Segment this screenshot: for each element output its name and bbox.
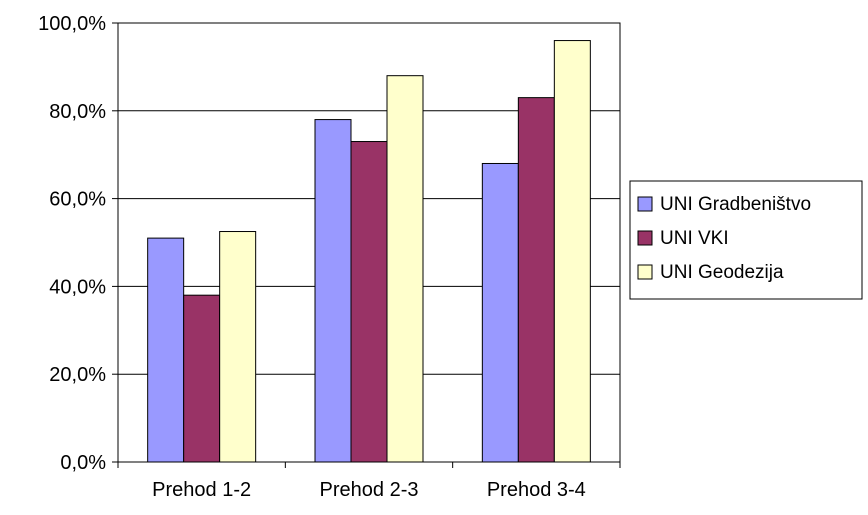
bar-gradbenistvo-3 bbox=[481, 162, 519, 463]
y-tick-label: 80,0% bbox=[49, 101, 106, 123]
bars bbox=[147, 40, 591, 463]
x-tick-label: Prehod 1-2 bbox=[152, 479, 251, 501]
bar-gradbenistvo-1 bbox=[147, 237, 185, 463]
bar-geodezija-1 bbox=[219, 231, 257, 463]
legend-swatch bbox=[637, 196, 653, 212]
bar-gradbenistvo-2 bbox=[314, 119, 352, 463]
axes: 0,0% 20,0% 40,0% 60,0% 80,0% 100,0% Prehod 1-2… bbox=[38, 13, 621, 501]
bar-geodezija-3 bbox=[553, 40, 591, 463]
y-tick-label: 0,0% bbox=[60, 452, 106, 474]
legend-box bbox=[629, 180, 863, 300]
legend-label: UNI Gradbeništvo bbox=[660, 194, 811, 215]
legend-label: UNI VKI bbox=[660, 228, 729, 249]
y-tick-label: 60,0% bbox=[49, 189, 106, 211]
y-tick-label: 20,0% bbox=[49, 364, 106, 386]
bar-vki-3 bbox=[517, 97, 555, 463]
x-tick-label: Prehod 3-4 bbox=[487, 479, 586, 501]
y-tick-label: 40,0% bbox=[49, 276, 106, 298]
bar-geodezija-2 bbox=[386, 75, 424, 463]
legend: UNI Gradbeništvo UNI VKI UNI Geodezija bbox=[629, 180, 863, 300]
x-tick-label: Prehod 2-3 bbox=[320, 479, 419, 501]
bar-vki-1 bbox=[183, 294, 221, 463]
y-tick-label: 100,0% bbox=[38, 13, 106, 35]
legend-swatch bbox=[637, 264, 653, 280]
legend-swatch bbox=[637, 230, 653, 246]
legend-label: UNI Geodezija bbox=[660, 262, 784, 283]
bar-vki-2 bbox=[350, 141, 388, 463]
